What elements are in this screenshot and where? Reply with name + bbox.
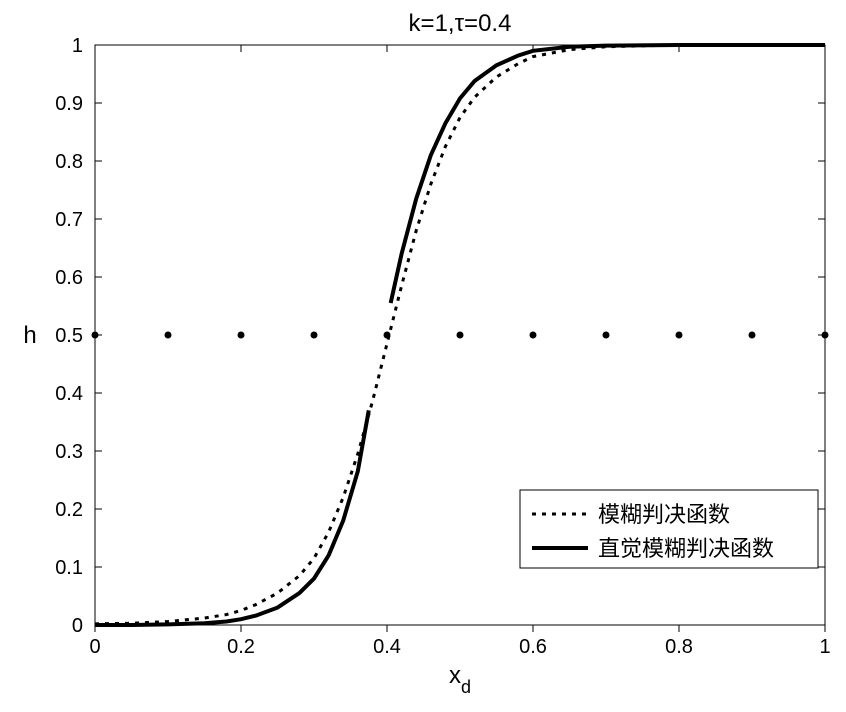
- y-tick-label: 0.7: [55, 209, 83, 231]
- y-axis-label: h: [23, 322, 36, 349]
- legend-label: 模糊判决函数: [598, 502, 730, 527]
- reference-dot: [822, 332, 829, 339]
- x-tick-label: 0.2: [227, 636, 255, 658]
- y-tick-label: 0.9: [55, 93, 83, 115]
- series-intuitionistic-fuzzy-decision-function-seg1: [391, 45, 825, 303]
- reference-dot: [238, 332, 245, 339]
- reference-dot: [92, 332, 99, 339]
- x-tick-label: 0.6: [519, 636, 547, 658]
- chart-title: k=1,τ=0.4: [409, 10, 512, 37]
- reference-dot: [457, 332, 464, 339]
- chart-svg: 0 0.2 0.4 0.6 0.8 1 0 0.1 0.2 0.3 0.4 0.5 0.6 0.7 0.8 0…: [0, 0, 846, 712]
- reference-dot: [530, 332, 537, 339]
- y-tick-label: 0.2: [55, 499, 83, 521]
- reference-dot: [676, 332, 683, 339]
- series-intuitionistic-fuzzy-decision-function-seg0: [95, 410, 369, 625]
- legend-label: 直觉模糊判决函数: [598, 536, 774, 561]
- reference-dot: [603, 332, 610, 339]
- reference-dot: [384, 332, 391, 339]
- y-tick-label: 0.3: [55, 441, 83, 463]
- y-tick-label: 0.4: [55, 383, 83, 405]
- x-tick-label: 0.4: [373, 636, 401, 658]
- y-tick-label: 0.1: [55, 557, 83, 579]
- reference-dot: [165, 332, 172, 339]
- y-tick-label: 0: [72, 615, 83, 637]
- x-tick-label: 0: [89, 636, 100, 658]
- x-tick-label: 0.8: [665, 636, 693, 658]
- reference-dot: [311, 332, 318, 339]
- y-tick-label: 0.6: [55, 267, 83, 289]
- y-tick-label: 0.5: [55, 325, 83, 347]
- y-tick-label: 0.8: [55, 151, 83, 173]
- reference-dot: [749, 332, 756, 339]
- x-axis-label: xd: [449, 662, 471, 697]
- chart-container: 0 0.2 0.4 0.6 0.8 1 0 0.1 0.2 0.3 0.4 0.5 0.6 0.7 0.8 0…: [0, 0, 846, 712]
- x-tick-label: 1: [819, 636, 830, 658]
- y-tick-label: 1: [72, 35, 83, 57]
